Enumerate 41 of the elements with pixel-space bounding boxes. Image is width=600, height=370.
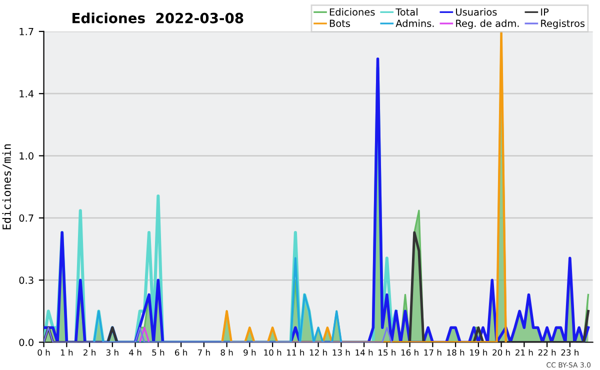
x-tick-label: 18 h	[447, 349, 464, 356]
legend-label: Reg. de adm.	[456, 20, 519, 29]
x-tick-label: 21 h	[516, 349, 533, 356]
legend-label: IP	[541, 8, 549, 16]
legend-label: Total	[396, 8, 418, 16]
x-tick-label: 11 h	[287, 349, 304, 356]
x-tick-label: 7 h	[198, 349, 210, 356]
x-tick-label: 16 h	[401, 349, 418, 356]
legend-label: Registros	[541, 20, 585, 29]
x-tick-label: 20 h	[492, 349, 510, 356]
y-tick-label: 1.7	[20, 28, 34, 36]
x-tick-label: 10 h	[264, 349, 282, 356]
x-tick-label: 6 h	[175, 349, 187, 356]
x-tick-label: 5 h	[152, 349, 164, 356]
line-series	[221, 31, 507, 342]
y-tick-label: 0.7	[19, 214, 34, 222]
x-tick-label: 1 h	[60, 349, 73, 356]
x-tick-label: 22 h	[538, 349, 556, 356]
x-tick-label: 9 h	[244, 349, 256, 356]
x-tick-label: 14 h	[356, 349, 373, 356]
x-tick-label: 15 h	[378, 349, 396, 356]
y-tick-label: 0.0	[19, 338, 34, 346]
legend-label: Admins.	[396, 20, 434, 28]
legend-label: Usuarios	[456, 8, 497, 16]
chart-title: Ediciones 2022-03-08	[72, 12, 244, 24]
legend-label: Ediciones	[330, 8, 375, 16]
x-tick-label: 8 h	[220, 349, 233, 356]
y-tick-label: 1.4	[20, 90, 34, 98]
y-axis-title: Ediciones/min	[2, 144, 12, 230]
y-tick-label: 0.3	[19, 276, 34, 284]
x-tick-label: 2 h	[84, 349, 96, 356]
x-tick-label: 19 h	[470, 349, 487, 356]
x-tick-label: 12 h	[310, 349, 327, 356]
x-tick-label: 4 h	[129, 349, 142, 356]
x-tick-label: 23 h	[561, 349, 578, 356]
x-tick-label: 17 h	[424, 349, 442, 356]
x-tick-label: 0 h	[38, 349, 50, 356]
x-tick-label: 13 h	[332, 349, 350, 356]
x-tick-label: 3 h	[106, 349, 118, 356]
legend-label: Bots	[330, 20, 350, 28]
y-tick-label: 1.0	[20, 152, 34, 160]
